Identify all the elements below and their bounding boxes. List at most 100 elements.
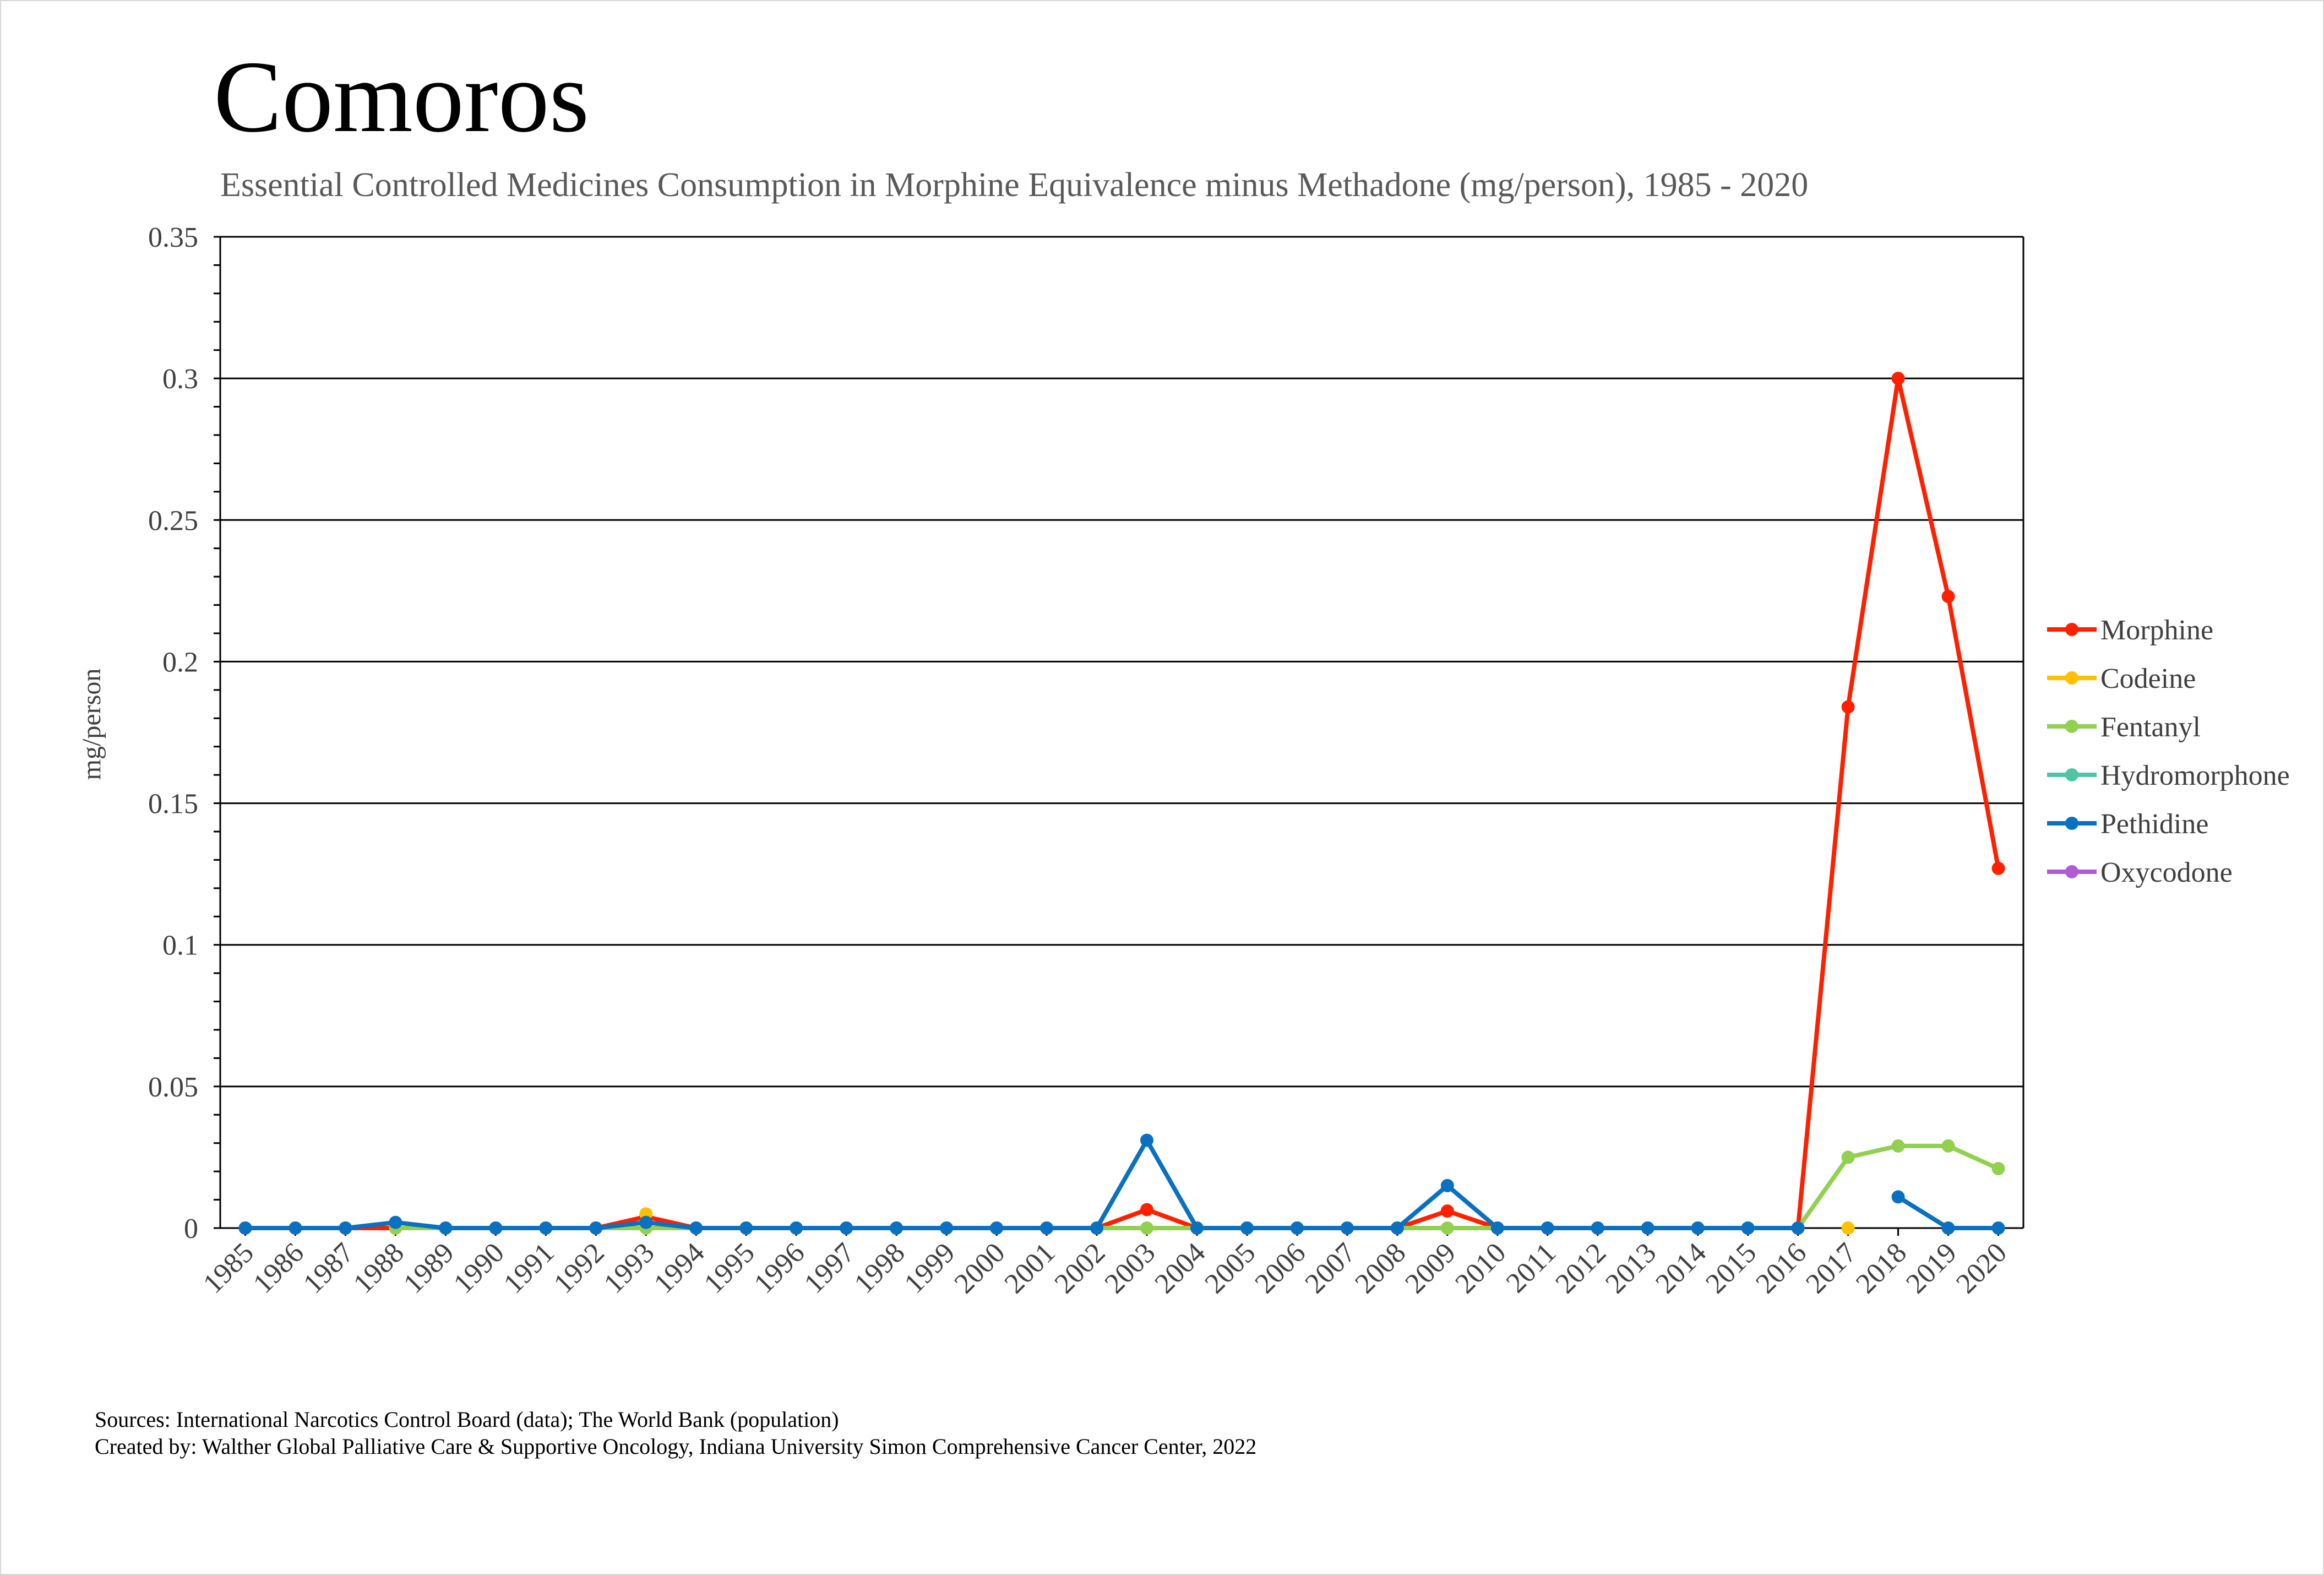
legend-swatch-marker	[2065, 817, 2078, 830]
chart-subtitle: Essential Controlled Medicines Consumpti…	[220, 166, 1808, 204]
x-tick-label: 1998	[848, 1237, 911, 1300]
data-point	[1440, 1178, 1454, 1192]
sources-note: Sources: International Narcotics Control…	[95, 1407, 839, 1432]
y-axis-label: mg/person	[77, 669, 106, 780]
legend-swatch-marker	[2065, 865, 2078, 878]
data-point	[238, 1221, 252, 1235]
data-point	[1891, 372, 1905, 385]
x-tick-label: 1999	[899, 1237, 961, 1300]
data-point	[1541, 1221, 1554, 1235]
x-tick-label: 1996	[748, 1237, 811, 1300]
data-point	[1190, 1221, 1204, 1235]
legend-item: Pethidine	[2047, 808, 2208, 840]
data-point	[689, 1221, 703, 1235]
series-lines	[238, 372, 2005, 1235]
data-point	[1140, 1203, 1153, 1216]
legend-item: Fentanyl	[2047, 712, 2201, 743]
x-tick-labels: 1985198619871988198919901991199219931994…	[197, 1237, 2013, 1300]
gridlines	[220, 236, 2023, 1088]
x-tick-label: 2000	[949, 1237, 1011, 1300]
y-tick-label: 0.2	[162, 647, 198, 678]
data-point	[1991, 1221, 2005, 1235]
data-point	[1490, 1221, 1504, 1235]
x-tick-label: 2016	[1750, 1237, 1813, 1300]
legend-item: Hydromorphone	[2047, 760, 2290, 791]
data-point	[1240, 1221, 1254, 1235]
y-tick-label: 0.05	[148, 1072, 198, 1103]
x-tick-label: 1988	[347, 1237, 410, 1300]
x-tick-label: 1985	[197, 1237, 260, 1300]
data-point	[940, 1221, 954, 1235]
data-point	[1641, 1221, 1654, 1235]
y-tick-label: 0.3	[162, 363, 198, 395]
data-point	[1040, 1221, 1054, 1235]
x-tick-label: 2005	[1199, 1237, 1262, 1300]
legend-swatch-marker	[2065, 671, 2078, 685]
legend-swatch-marker	[2065, 623, 2078, 636]
x-tick-label: 1986	[247, 1237, 310, 1300]
data-point	[1741, 1221, 1755, 1235]
data-point	[1941, 590, 1955, 604]
x-tick-label: 2019	[1900, 1237, 1963, 1300]
x-tick-label: 2007	[1299, 1237, 1362, 1300]
x-tick-label: 2014	[1650, 1237, 1712, 1300]
x-tick-label: 2011	[1500, 1237, 1562, 1299]
x-tick-label: 2010	[1449, 1237, 1512, 1300]
chart-title: Comoros	[214, 40, 589, 154]
legend-item: Oxycodone	[2047, 857, 2233, 888]
x-tick-label: 2003	[1099, 1237, 1162, 1300]
created-by-note: Created by: Walther Global Palliative Ca…	[95, 1434, 1256, 1459]
data-point	[890, 1221, 904, 1235]
data-point	[489, 1221, 503, 1235]
x-tick-label: 2015	[1700, 1237, 1762, 1300]
x-tick-label: 2018	[1850, 1237, 1913, 1300]
x-tick-label: 2004	[1149, 1237, 1212, 1300]
data-point	[1891, 1139, 1905, 1153]
x-tick-label: 1990	[448, 1237, 510, 1300]
data-point	[1841, 1150, 1855, 1164]
data-point	[1841, 1221, 1855, 1235]
legend-label: Fentanyl	[2100, 712, 2201, 743]
series-line	[243, 1138, 1800, 1230]
x-tick-label: 2020	[1950, 1237, 2013, 1300]
data-point	[589, 1221, 603, 1235]
data-point	[389, 1215, 402, 1229]
y-tick-label: 0	[184, 1213, 198, 1245]
data-point	[1340, 1221, 1354, 1235]
data-point	[539, 1221, 553, 1235]
legend-item: Morphine	[2047, 615, 2213, 646]
x-tick-label: 1987	[297, 1237, 360, 1300]
x-tick-label: 1997	[798, 1237, 861, 1300]
x-tick-label: 2002	[1049, 1237, 1112, 1300]
data-point	[1941, 1139, 1955, 1153]
legend: Morphine Codeine Fentanyl Hydromorphone Peth…	[2047, 615, 2290, 888]
legend-item: Codeine	[2047, 663, 2196, 694]
data-point	[1941, 1221, 1955, 1235]
x-tick-label: 2008	[1349, 1237, 1412, 1300]
x-tick-label: 1993	[598, 1237, 661, 1300]
x-tick-label: 1995	[698, 1237, 761, 1300]
data-point	[1991, 861, 2005, 875]
data-point	[339, 1221, 352, 1235]
x-tick-label: 2017	[1800, 1237, 1863, 1300]
data-point	[790, 1221, 803, 1235]
data-point	[1591, 1221, 1604, 1235]
legend-swatch-marker	[2065, 768, 2078, 781]
x-tick-label: 1994	[648, 1237, 711, 1300]
data-point	[1140, 1133, 1153, 1147]
legend-label: Pethidine	[2100, 808, 2208, 840]
y-tick-label: 0.15	[148, 789, 198, 820]
legend-label: Oxycodone	[2100, 857, 2233, 888]
y-tick-labels: 0 0.05 0.1 0.15 0.2 0.25 0.3 0.35	[148, 222, 198, 1245]
x-tick-label: 2012	[1549, 1237, 1612, 1300]
x-tick-label: 2006	[1249, 1237, 1312, 1300]
legend-label: Codeine	[2100, 663, 2196, 694]
data-point	[1891, 1190, 1905, 1204]
x-tick-label: 2009	[1399, 1237, 1462, 1300]
data-point	[289, 1221, 302, 1235]
data-point	[1290, 1221, 1304, 1235]
x-tick-label: 2001	[999, 1237, 1062, 1300]
data-point	[1440, 1204, 1454, 1218]
